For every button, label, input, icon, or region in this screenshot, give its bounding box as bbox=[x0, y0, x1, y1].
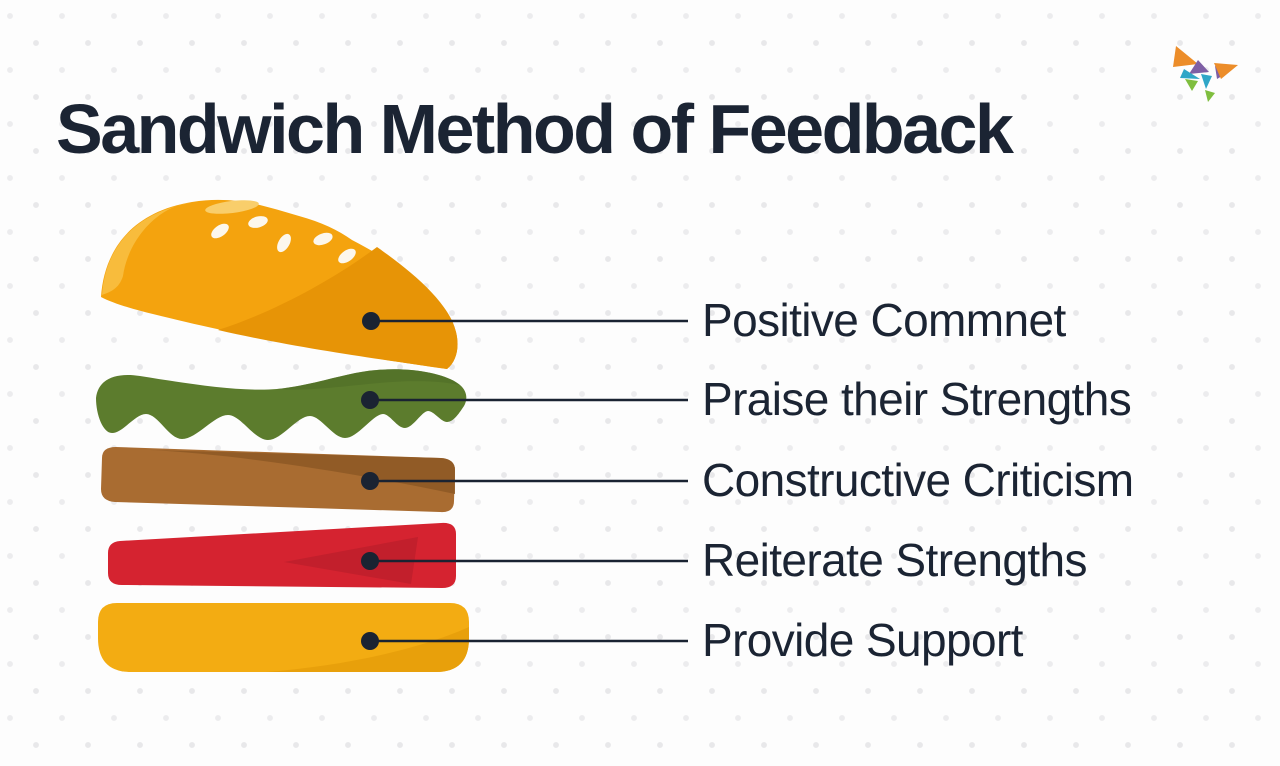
tomato-shade bbox=[284, 537, 418, 584]
label-provide-support: Provide Support bbox=[702, 614, 1023, 667]
patty-shade bbox=[150, 450, 455, 494]
connector-patty bbox=[361, 472, 688, 490]
bottom-bun-shape bbox=[98, 603, 469, 672]
logo-triangle bbox=[1173, 46, 1198, 67]
connectors bbox=[361, 312, 688, 650]
sesame-seeds bbox=[211, 216, 356, 264]
layer-tomato bbox=[108, 522, 456, 588]
butterfly-logo bbox=[1173, 46, 1238, 102]
layer-top-bun bbox=[101, 199, 458, 369]
label-positive-comment: Positive Commnet bbox=[702, 294, 1066, 347]
connector-tomato bbox=[361, 552, 688, 570]
layer-bottom-bun bbox=[98, 603, 469, 672]
lettuce-shape bbox=[96, 369, 467, 440]
label-reiterate-strengths: Reiterate Strengths bbox=[702, 534, 1088, 587]
logo-triangle bbox=[1201, 74, 1212, 89]
connector-bottom-bun bbox=[361, 632, 688, 650]
top-bun-highlight bbox=[102, 203, 190, 295]
logo-triangle bbox=[1180, 69, 1200, 79]
layer-patty bbox=[101, 447, 455, 513]
lettuce-shade bbox=[277, 369, 460, 390]
top-bun-shade bbox=[218, 247, 458, 369]
connector-lettuce bbox=[361, 391, 688, 409]
bottom-bun-shade bbox=[266, 627, 469, 672]
connector-top-bun bbox=[362, 312, 688, 330]
logo-triangle bbox=[1214, 63, 1238, 79]
logo-triangle bbox=[1189, 60, 1209, 74]
label-constructive-criticism: Constructive Criticism bbox=[702, 454, 1134, 507]
logo-triangle bbox=[1205, 90, 1215, 102]
logo-triangle bbox=[1185, 79, 1198, 91]
page-title: Sandwich Method of Feedback bbox=[56, 89, 1014, 168]
top-bun-shine bbox=[205, 200, 259, 214]
layer-lettuce bbox=[96, 369, 467, 440]
label-praise-strengths: Praise their Strengths bbox=[702, 373, 1132, 426]
